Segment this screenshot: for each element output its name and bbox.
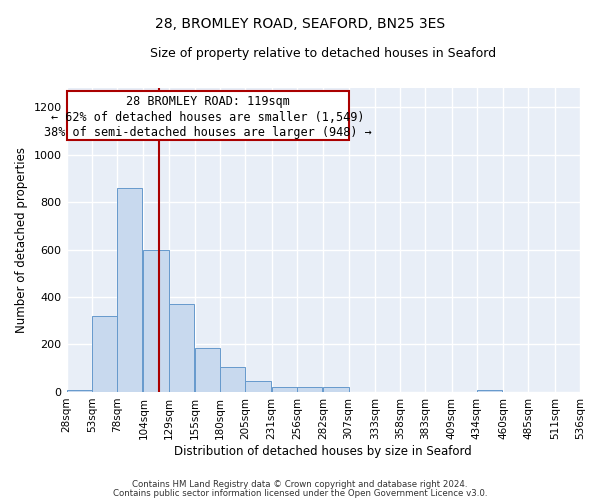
- Bar: [220, 367, 245, 392]
- Text: 28, BROMLEY ROAD, SEAFORD, BN25 3ES: 28, BROMLEY ROAD, SEAFORD, BN25 3ES: [155, 18, 445, 32]
- Bar: [169, 304, 194, 392]
- Bar: [272, 387, 297, 392]
- Bar: [117, 188, 142, 392]
- Bar: [477, 390, 502, 392]
- Y-axis label: Number of detached properties: Number of detached properties: [15, 147, 28, 333]
- X-axis label: Distribution of detached houses by size in Seaford: Distribution of detached houses by size …: [175, 444, 472, 458]
- Bar: [67, 390, 92, 392]
- Bar: [245, 382, 271, 392]
- Bar: [143, 250, 169, 392]
- Bar: [92, 316, 117, 392]
- Text: 38% of semi-detached houses are larger (948) →: 38% of semi-detached houses are larger (…: [44, 126, 371, 139]
- Text: Contains public sector information licensed under the Open Government Licence v3: Contains public sector information licen…: [113, 489, 487, 498]
- Bar: [297, 387, 322, 392]
- Title: Size of property relative to detached houses in Seaford: Size of property relative to detached ho…: [150, 48, 496, 60]
- Bar: [323, 387, 349, 392]
- Text: Contains HM Land Registry data © Crown copyright and database right 2024.: Contains HM Land Registry data © Crown c…: [132, 480, 468, 489]
- Text: 28 BROMLEY ROAD: 119sqm: 28 BROMLEY ROAD: 119sqm: [125, 95, 289, 108]
- Bar: [195, 348, 220, 392]
- Text: ← 62% of detached houses are smaller (1,549): ← 62% of detached houses are smaller (1,…: [51, 110, 364, 124]
- FancyBboxPatch shape: [67, 91, 349, 140]
